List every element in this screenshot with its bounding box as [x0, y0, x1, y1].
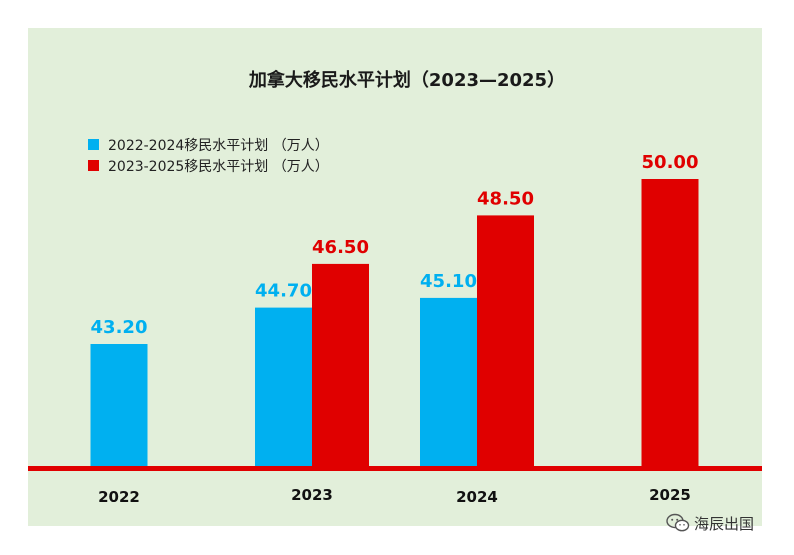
- data-label-2022-series-1: 43.20: [91, 317, 148, 338]
- bar-2024-series-2: [477, 215, 534, 468]
- legend-swatch-series-1: [88, 139, 99, 150]
- bar-2025-series-2: [641, 179, 699, 468]
- bar-2024-series-1: [420, 297, 477, 468]
- x-tick-2025: 2025: [649, 486, 691, 504]
- x-tick-2023: 2023: [291, 486, 333, 504]
- watermark-text: 海辰出国: [694, 514, 755, 533]
- chart-panel: [28, 28, 762, 526]
- data-labels-group: 43.20 44.70 46.50 45.10 48.50 50.00: [91, 152, 699, 338]
- x-axis-baseline: [28, 466, 762, 471]
- legend-swatch-series-2: [88, 160, 99, 171]
- wechat-icon: [666, 513, 690, 532]
- legend: 2022-2024移民水平计划 （万人） 2023-2025移民水平计划 （万人…: [88, 138, 329, 175]
- legend-label-series-1: 2022-2024移民水平计划 （万人）: [108, 138, 329, 154]
- data-label-2023-series-1: 44.70: [255, 281, 312, 302]
- bars-group: [90, 179, 699, 468]
- legend-label-series-2: 2023-2025移民水平计划 （万人）: [108, 159, 329, 175]
- x-tick-2022: 2022: [98, 488, 140, 506]
- watermark: 海辰出国: [666, 510, 754, 536]
- bar-2023-series-2: [312, 263, 369, 468]
- data-label-2023-series-2: 46.50: [312, 237, 369, 258]
- data-label-2024-series-2: 48.50: [477, 188, 534, 209]
- chart-title: 加拿大移民水平计划（2023—2025）: [248, 69, 565, 91]
- x-tick-2024: 2024: [456, 488, 498, 506]
- x-axis-ticks: 2022 2023 2024 2025: [98, 486, 691, 506]
- bar-2022-series-1: [90, 344, 148, 468]
- bar-2023-series-1: [255, 307, 312, 468]
- data-label-2024-series-1: 45.10: [420, 271, 477, 292]
- data-label-2025-series-2: 50.00: [642, 152, 699, 173]
